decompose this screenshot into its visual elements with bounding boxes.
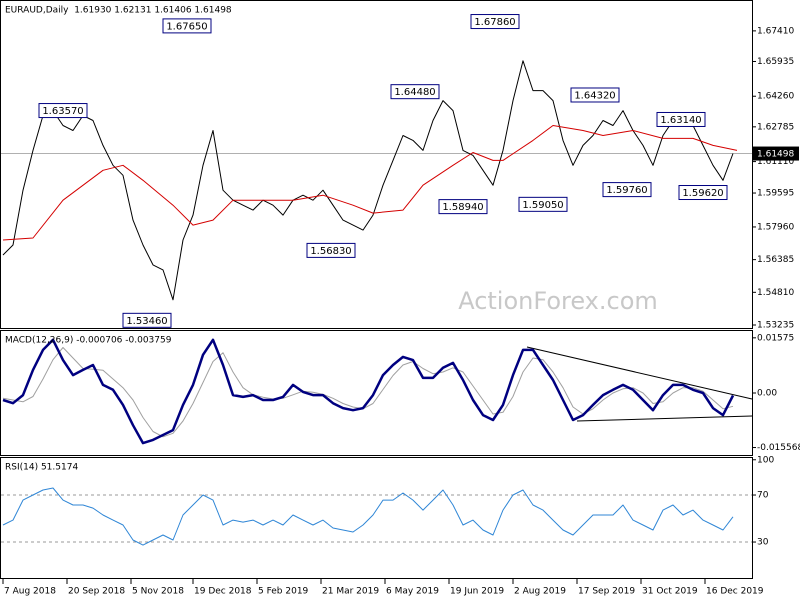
- panel-title: EURAUD,Daily 1.61930 1.62131 1.61406 1.6…: [5, 6, 232, 16]
- panel-title: RSI(14) 51.5174: [5, 463, 78, 473]
- series-line: [2, 347, 734, 438]
- series-line: [2, 125, 738, 241]
- x-tick-label: 19 Dec 2018: [194, 587, 252, 597]
- y-tick-label: 70: [757, 491, 769, 501]
- series-line: [2, 60, 734, 301]
- y-tick-label: 1.59595: [757, 189, 794, 199]
- x-tick-label: 17 Sep 2019: [578, 587, 635, 597]
- y-tick-label: 1.67410: [757, 26, 794, 36]
- y-tick-label: 1.53235: [757, 320, 794, 330]
- y-tick-label: 0.00: [757, 389, 777, 399]
- price-label-box: [470, 14, 520, 30]
- y-tick-label: 1.62785: [757, 122, 794, 132]
- y-tick-label: 0.01575: [757, 333, 794, 343]
- price-label: 1.63140: [660, 115, 701, 126]
- x-tick-label: 7 Aug 2018: [4, 587, 56, 597]
- price-label-box: [438, 199, 488, 215]
- x-tick-label: 31 Oct 2019: [642, 587, 698, 597]
- y-tick-label: 1.56385: [757, 255, 794, 265]
- price-label-box: [678, 185, 728, 201]
- x-tick-label: 5 Nov 2018: [132, 587, 184, 597]
- x-tick-label: 5 Feb 2019: [258, 587, 309, 597]
- y-tick-label: 1.54810: [757, 288, 794, 298]
- price-label: 1.59620: [682, 188, 723, 199]
- price-label-box: [162, 18, 212, 34]
- x-tick-label: 19 Jun 2019: [450, 587, 504, 597]
- y-tick-label: -0.015568: [757, 443, 800, 453]
- watermark: ActionForex.com: [458, 287, 658, 315]
- series-line: [2, 487, 734, 546]
- series-line: [2, 338, 735, 445]
- trend-line: [526, 346, 753, 400]
- price-panel: [0, 0, 753, 329]
- price-label: 1.56830: [310, 246, 351, 257]
- price-label-box: [602, 182, 652, 198]
- y-tick-label: 1.65935: [757, 57, 794, 67]
- price-label: 1.63570: [42, 106, 83, 117]
- rsi-panel: [0, 457, 753, 579]
- x-tick-label: 20 Sep 2018: [68, 587, 125, 597]
- price-label: 1.59760: [606, 185, 647, 196]
- price-label: 1.64320: [574, 90, 615, 101]
- y-tick-label: 1.61110: [757, 157, 794, 167]
- panel-title: MACD(12,26,9) -0.000706 -0.003759: [5, 336, 172, 346]
- y-tick-label: 1.57960: [757, 222, 794, 232]
- price-label-box: [656, 111, 706, 127]
- y-tick-label: 30: [757, 538, 769, 548]
- price-label-box: [306, 242, 356, 258]
- x-tick-label: 21 Mar 2019: [322, 587, 379, 597]
- price-label-box: [570, 87, 620, 103]
- y-tick-label: 100: [757, 455, 774, 465]
- x-tick-label: 16 Dec 2019: [706, 587, 764, 597]
- x-tick-label: 2 Aug 2019: [514, 587, 566, 597]
- price-label-box: [122, 312, 172, 328]
- trend-line: [576, 415, 753, 422]
- price-label-box: [38, 103, 88, 119]
- y-tick-label: 1.64260: [757, 92, 794, 102]
- last-price-box: [753, 146, 799, 161]
- x-tick-label: 6 May 2019: [386, 587, 439, 597]
- last-price-label: 1.61498: [757, 150, 794, 160]
- price-label: 1.67860: [474, 17, 515, 28]
- price-label: 1.67650: [166, 21, 207, 32]
- price-label: 1.58940: [442, 202, 483, 213]
- price-label-box: [518, 196, 568, 212]
- price-label: 1.59050: [522, 200, 563, 211]
- price-label-box: [390, 84, 440, 100]
- price-label: 1.64480: [394, 87, 435, 98]
- price-label: 1.53460: [126, 316, 167, 327]
